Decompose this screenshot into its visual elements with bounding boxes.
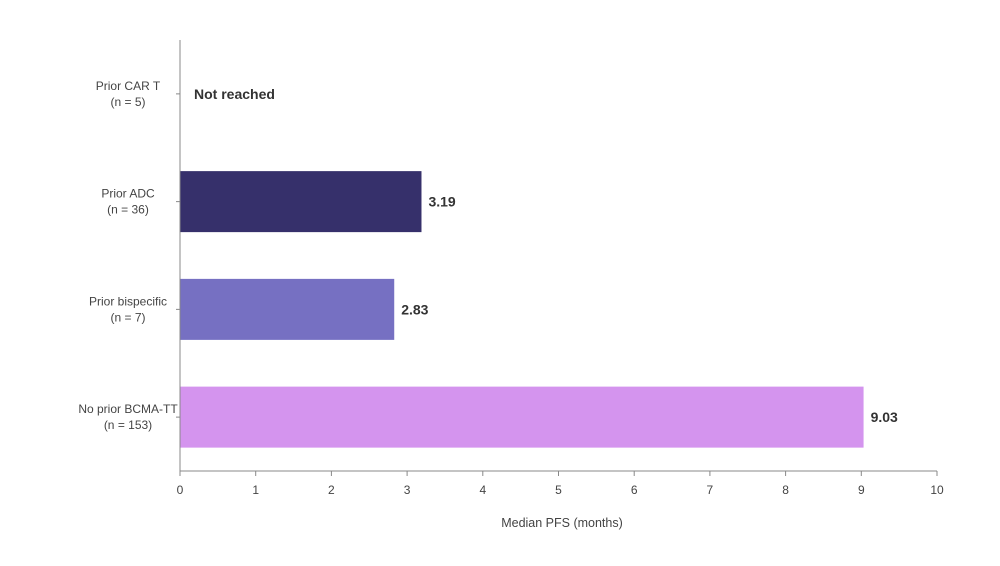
x-tick-label: 7	[707, 483, 714, 497]
x-tick-label: 4	[479, 483, 486, 497]
category-n: (n = 36)	[107, 203, 149, 217]
category-n: (n = 7)	[110, 310, 145, 324]
category-name: Prior CAR T	[96, 79, 161, 93]
data-label: Not reached	[194, 86, 275, 102]
x-tick-label: 3	[404, 483, 411, 497]
x-tick-label: 10	[930, 483, 944, 497]
bar	[180, 171, 422, 233]
data-label: 3.19	[428, 194, 455, 210]
bar	[180, 278, 395, 340]
x-tick-label: 8	[782, 483, 789, 497]
x-axis-title: Median PFS (months)	[501, 516, 623, 530]
bars: Not reached 3.19 2.83 9.03	[180, 86, 898, 448]
x-tick-label: 6	[631, 483, 638, 497]
category-name: No prior BCMA-TT	[78, 402, 178, 416]
x-axis: 0 1 2 3 4 5 6 7 8 9 10	[177, 470, 944, 497]
category-n: (n = 5)	[110, 95, 145, 109]
x-tick-label: 5	[555, 483, 562, 497]
x-tick-label: 2	[328, 483, 335, 497]
category-labels: Prior CAR T (n = 5) Prior ADC (n = 36) Prior…	[78, 79, 180, 432]
category-name: Prior ADC	[101, 187, 155, 201]
bar	[180, 386, 864, 448]
category-name: Prior bispecific	[89, 294, 167, 308]
data-label: 2.83	[401, 301, 428, 317]
x-tick-label: 1	[252, 483, 259, 497]
data-label: 9.03	[871, 409, 898, 425]
x-tick-label: 9	[858, 483, 865, 497]
x-tick-label: 0	[177, 483, 184, 497]
category-n: (n = 153)	[104, 418, 152, 432]
